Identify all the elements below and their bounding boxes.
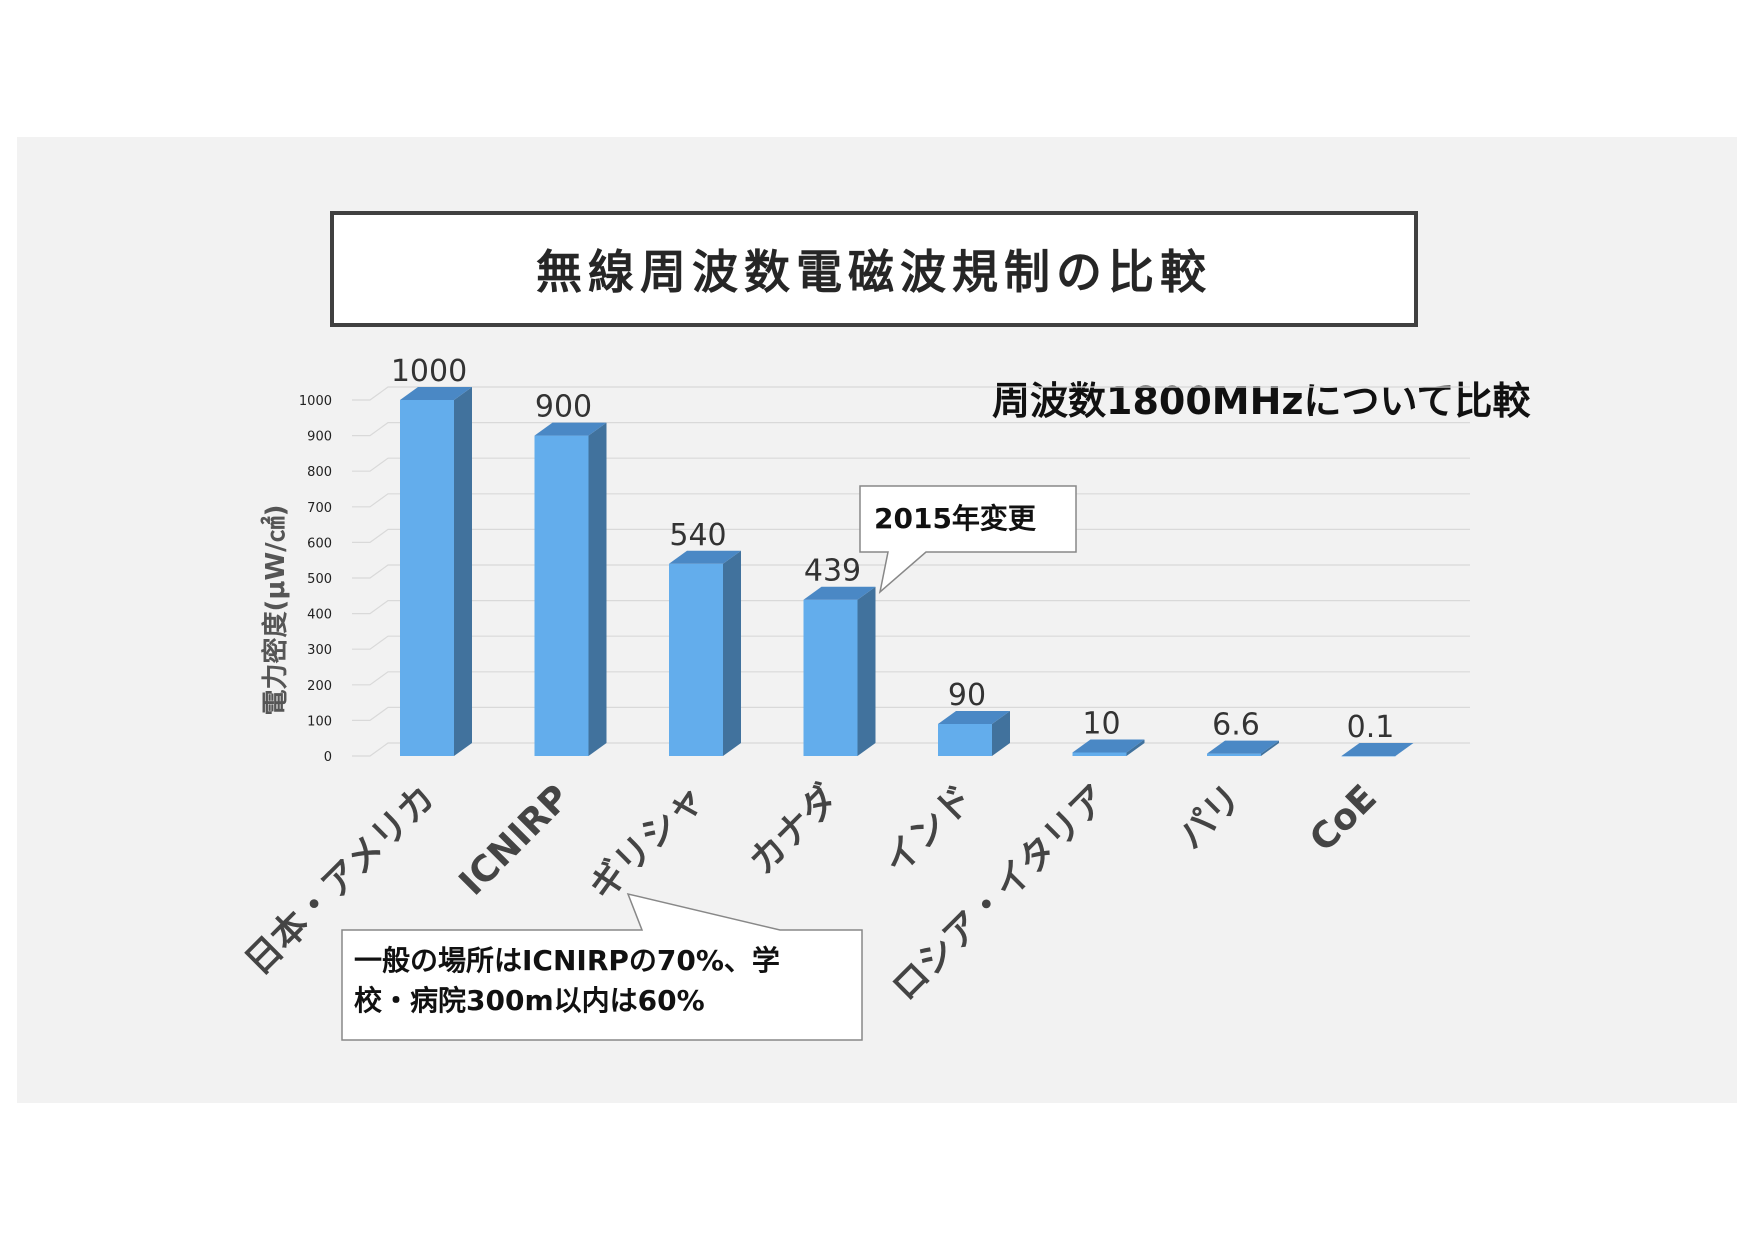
callout-icnirp-shape (341, 892, 863, 1041)
grid-line (352, 635, 1470, 650)
callout-icnirp: 一般の場所はICNIRPの70%、学 校・病院300m以内は60% (341, 892, 863, 1041)
bar-front (1072, 752, 1127, 756)
bar-top (1341, 742, 1414, 756)
callout-icnirp-line1: 一般の場所はICNIRPの70%、学 (354, 944, 780, 977)
grid-line (352, 599, 1470, 615)
callout-icnirp-line2: 校・病院300m以内は60% (354, 984, 705, 1017)
y-tick-label: 300 (307, 643, 332, 658)
grid-line (352, 742, 1470, 757)
bar (938, 710, 1010, 756)
y-tick-label: 400 (307, 608, 332, 623)
bar-value-label: 900 (535, 390, 592, 425)
y-tick-label: 0 (324, 750, 332, 765)
bar-front (400, 400, 454, 756)
bar-top (938, 710, 1010, 724)
bar (1341, 742, 1414, 757)
y-tick-label: 800 (307, 465, 332, 480)
y-tick-label: 900 (307, 430, 332, 445)
y-tick-label: 700 (307, 501, 332, 516)
bar-side (588, 422, 607, 756)
bar (803, 586, 876, 756)
bar-top (400, 387, 472, 400)
grid-line (352, 706, 1470, 722)
y-axis-label: 電力密度(μW/㎠) (260, 504, 291, 715)
y-axis-ticks: 0 100 200 300 400 500 600 700 800 900 1000 (299, 394, 332, 765)
category-label: ICNIRP (452, 777, 578, 903)
bar-front (534, 435, 589, 756)
bar-side (1395, 742, 1414, 756)
callout-canada: 2015年変更 (859, 485, 1077, 595)
bar (400, 387, 472, 756)
bar-value-label: 90 (948, 678, 986, 713)
bar-top (1207, 740, 1279, 754)
title-box: 無線周波数電磁波規制の比較 (330, 211, 1418, 327)
grid-lines (352, 386, 1470, 757)
bar (1072, 739, 1145, 756)
bar-front (1341, 755, 1396, 757)
callout-canada-shape (859, 485, 1077, 595)
bar-side (857, 586, 876, 756)
bar-side (1126, 739, 1145, 756)
bar-front (1207, 753, 1261, 756)
bar-value-label: 540 (669, 518, 726, 553)
bars (400, 387, 1414, 757)
bar (534, 422, 607, 756)
callout-canada-text: 2015年変更 (874, 502, 1037, 535)
bar-side (1261, 740, 1279, 756)
bar-side (723, 550, 741, 756)
grid-line (352, 422, 1470, 437)
bar-top (669, 550, 741, 564)
bar-side (454, 387, 472, 756)
y-tick-label: 100 (307, 714, 332, 729)
y-tick-label: 500 (307, 572, 332, 587)
bar-value-label: 0.1 (1347, 710, 1395, 745)
bar-side (992, 710, 1010, 756)
bar (1207, 740, 1279, 756)
bar-top (534, 422, 607, 436)
bar-front (938, 723, 992, 756)
bar-front (669, 563, 723, 756)
bar-front (803, 599, 858, 756)
grid-line (352, 564, 1470, 579)
bar-value-label: 1000 (391, 354, 467, 389)
category-label: カナダ (741, 777, 846, 882)
bar-value-label: 6.6 (1212, 708, 1260, 743)
category-label: パリ (1170, 777, 1250, 857)
y-tick-label: 600 (307, 536, 332, 551)
y-tick-label: 1000 (299, 394, 332, 409)
bar-value-label: 439 (804, 554, 861, 589)
bar-top (1072, 739, 1145, 753)
category-label: ギリシャ (582, 777, 713, 908)
grid-line (352, 386, 1470, 401)
grid-line (352, 457, 1470, 472)
bar-value-labels: 1000 900 540 439 90 10 6.6 0.1 (391, 354, 1395, 745)
category-label: インド (876, 777, 981, 882)
bar-value-label: 10 (1082, 706, 1120, 741)
chart-subtitle: 周波数1800MHzについて比較 (992, 379, 1531, 423)
bar (669, 550, 741, 756)
grid-line (352, 671, 1470, 686)
category-label: CoE (1302, 777, 1385, 860)
bar-top (803, 586, 876, 600)
chart-title: 無線周波数電磁波規制の比較 (536, 245, 1212, 299)
y-tick-label: 200 (307, 679, 332, 694)
